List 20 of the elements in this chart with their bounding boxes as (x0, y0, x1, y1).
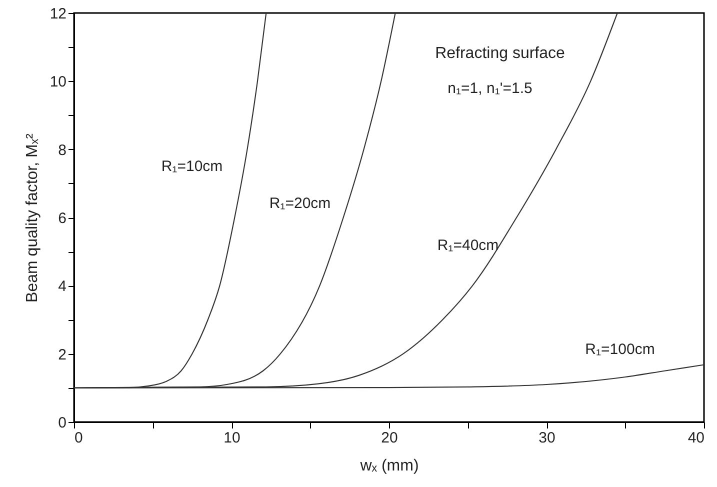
x-tick-label: 40 (688, 430, 704, 446)
series-label: R₁=40cm (437, 237, 499, 254)
annotation: n₁=1, n₁'=1.5 (448, 80, 532, 97)
series-label: R₁=100cm (585, 341, 655, 358)
x-tick-label: 10 (224, 430, 240, 446)
y-tick-label: 6 (58, 210, 66, 227)
y-tick-label: 12 (50, 6, 66, 22)
y-tick-label: 10 (50, 74, 66, 91)
y-tick-label: 4 (58, 278, 66, 296)
series-label: R₁=20cm (269, 195, 331, 212)
x-tick-label: 20 (381, 430, 398, 446)
x-tick-label: 0 (74, 430, 83, 446)
x-tick-label: 30 (538, 430, 556, 446)
series-label: R₁=10cm (161, 158, 223, 175)
y-tick-label: 2 (58, 346, 66, 364)
y-axis-title: Beam quality factor, Mₓ² (24, 132, 41, 302)
y-tick-label: 0 (58, 414, 66, 432)
annotation: Refracting surface (435, 45, 566, 62)
y-tick-label: 8 (58, 142, 66, 159)
x-axis-title: wₓ (mm) (359, 458, 419, 474)
